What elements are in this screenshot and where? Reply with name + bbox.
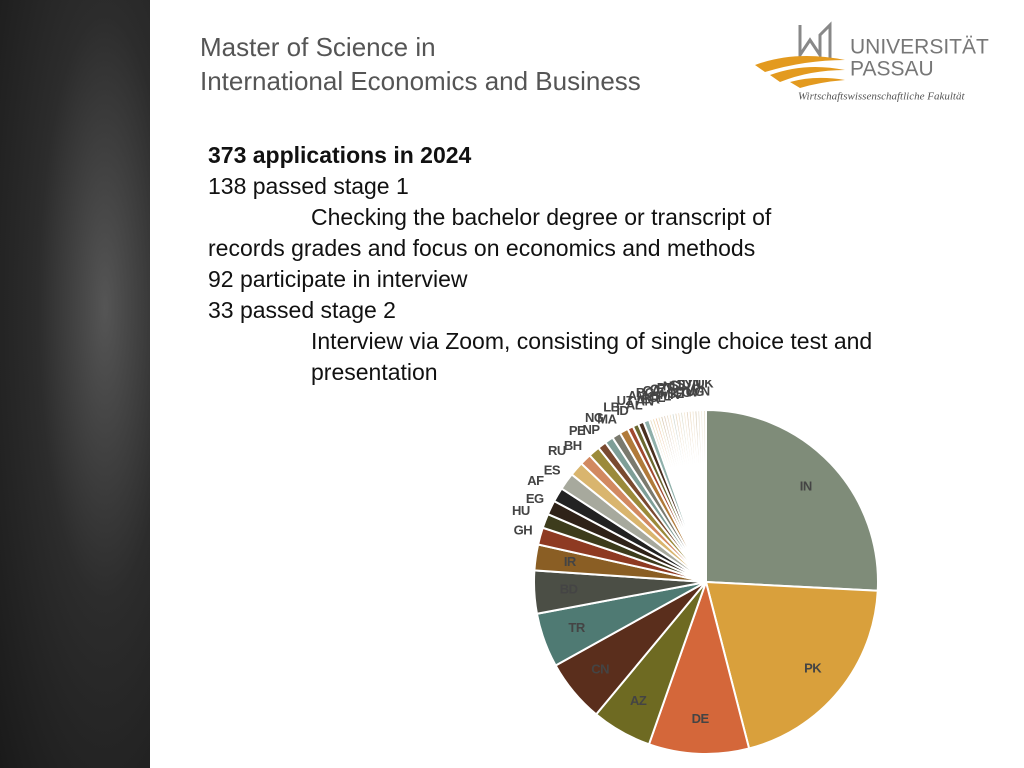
- slice-label: EG: [526, 491, 544, 506]
- slice-label: SY: [676, 380, 693, 392]
- slice-label: IR: [564, 554, 577, 569]
- logo-faculty: Wirtschaftswissenschaftliche Fakultät: [798, 91, 965, 103]
- title-line: International Economics and Business: [200, 66, 641, 96]
- slice-label: AN: [636, 394, 654, 409]
- slice-label: BR: [642, 392, 661, 407]
- slice-label: PT: [657, 380, 673, 395]
- text-line: 373 applications in 2024: [208, 142, 472, 168]
- university-logo: UNIVERSITÄT PASSAU Wirtschaftswissenscha…: [755, 21, 989, 103]
- slice-label: GH: [514, 523, 533, 538]
- slice-label: BG: [636, 385, 655, 400]
- slice-label: VN: [693, 383, 710, 398]
- slice-label: CN: [591, 661, 609, 676]
- slice-label: AF: [527, 473, 544, 488]
- slice-label: IT: [692, 380, 703, 391]
- slice-label: CO: [673, 385, 692, 400]
- text-line: 92 participate in interview: [208, 266, 468, 292]
- title-line: Master of Science in: [200, 32, 436, 62]
- slice-label: NL: [663, 380, 680, 394]
- slice-label: UA: [682, 380, 701, 391]
- slice-label: AZ: [630, 693, 647, 708]
- slice-label: TR: [568, 620, 585, 635]
- slice-label: PE: [569, 423, 586, 438]
- body-text: 373 applications in 2024 138 passed stag…: [208, 140, 948, 388]
- slice-label: NP: [582, 422, 600, 437]
- slice-label: ID: [616, 403, 628, 418]
- slice-label: LB: [603, 400, 619, 415]
- text-line: Interview via Zoom, consisting of single…: [311, 328, 873, 385]
- slide-title: Master of Science in International Econo…: [200, 30, 641, 98]
- slice-label: CA: [643, 383, 662, 398]
- slice-label: PL: [655, 388, 671, 403]
- slice-label: BH: [564, 438, 582, 453]
- slice-label: AM: [628, 388, 647, 403]
- pie-slice: [705, 408, 879, 592]
- slice-label: SE: [667, 386, 684, 401]
- pie-slice: [702, 408, 707, 583]
- pie-slice: [704, 580, 879, 750]
- slice-label: RU: [548, 443, 566, 458]
- slice-label: IN: [800, 479, 812, 494]
- slice-label: DE: [692, 711, 710, 726]
- slice-label: CL: [649, 390, 666, 405]
- text-line: 33 passed stage 2: [208, 297, 396, 323]
- slice-label: UG: [686, 384, 705, 399]
- slice-label: TW: [679, 384, 699, 399]
- slice-label: MA: [597, 411, 617, 426]
- pie-slice: [647, 578, 751, 755]
- text-line: Checking the bachelor degree or transcri…: [208, 204, 772, 261]
- slice-label: PK: [804, 660, 822, 675]
- slice-label: BD: [560, 582, 578, 597]
- slice-label: NG: [585, 410, 604, 425]
- logo-name: UNIVERSITÄT: [850, 36, 989, 59]
- slice-label: UK: [695, 380, 714, 390]
- slice-label: MK: [660, 387, 680, 402]
- slice-label: AL: [626, 398, 643, 413]
- chalkboard-strip: [0, 0, 150, 768]
- slice-label: ES: [544, 462, 561, 477]
- logo-city: PASSAU: [850, 58, 934, 81]
- text-line: 138 passed stage 1: [208, 173, 409, 199]
- slice-label: SL: [670, 380, 686, 392]
- slice-label: CZ: [650, 381, 667, 396]
- slice-label: HU: [512, 503, 530, 518]
- slice-label: UZ: [617, 393, 634, 408]
